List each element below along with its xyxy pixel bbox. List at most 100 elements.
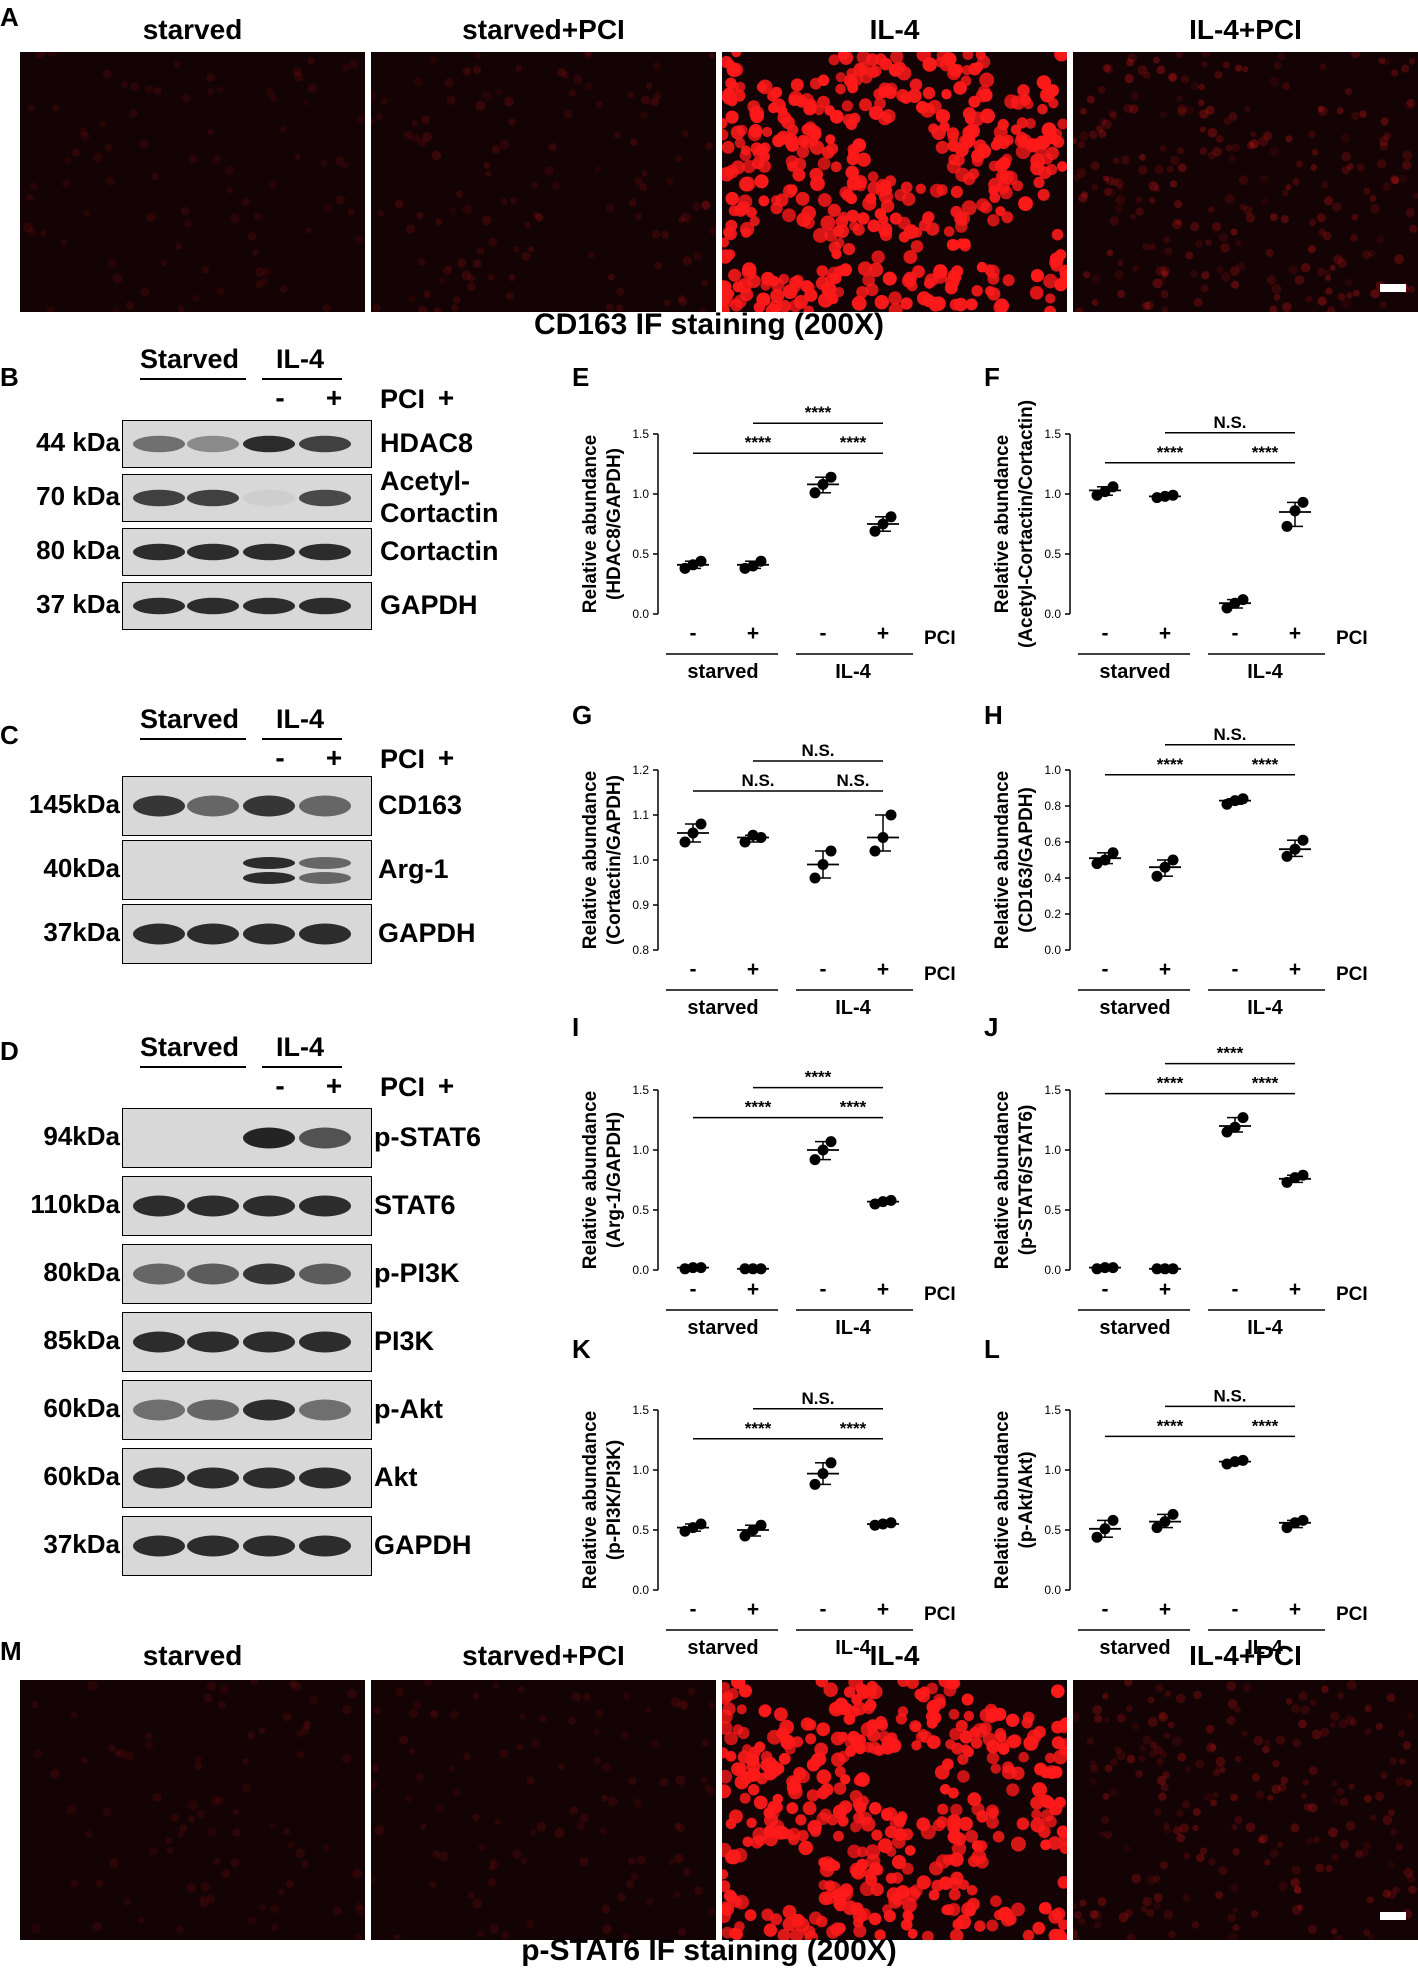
cell-signal [945,1739,956,1750]
cell-signal [882,271,897,286]
cell-signal [1207,151,1216,160]
cell-signal [728,205,740,217]
cell-signal [1177,163,1187,173]
cell-signal [850,1821,862,1833]
cell-signal [840,1774,851,1785]
x-sign-label: - [1102,622,1109,645]
cell-signal [307,56,316,65]
cell-signal [928,1711,942,1725]
data-point [825,1457,837,1469]
blot-B-membrane-1 [122,474,372,522]
panel-letter-d: D [0,1036,19,1066]
cell-signal [1173,1826,1182,1835]
cell-signal [1153,1875,1161,1883]
cell-signal [429,1881,437,1888]
cell-signal [783,1829,795,1840]
cell-signal [1199,109,1209,119]
band [133,1399,185,1421]
cell-signal [1285,184,1292,191]
blot-B-mw-0: 44 kDa [36,427,120,457]
cell-signal [1163,1909,1174,1920]
cell-signal [81,1757,88,1764]
cell-signal [1329,264,1336,271]
cell-signal [922,211,935,224]
cell-signal [831,248,842,260]
cell-signal [762,126,773,138]
x-sign-label: + [747,1598,759,1621]
cell-signal [789,276,802,289]
cell-signal [726,62,741,77]
cell-signal [1073,1903,1078,1910]
blot-C-group-il4-line [262,738,342,740]
cell-signal [332,1906,342,1916]
cell-signal [80,131,90,141]
cell-signal [936,184,948,196]
cell-signal [529,1829,537,1836]
cell-signal [599,1827,607,1835]
band [299,543,351,561]
cell-signal [217,1700,226,1709]
cell-signal [260,277,268,286]
cell-signal [818,1891,833,1906]
cell-signal [1336,1787,1345,1796]
cell-signal [1262,1745,1270,1754]
cell-signal [554,1827,565,1838]
cell-signal [525,1920,535,1929]
cell-signal [862,273,876,287]
cell-signal [1324,269,1332,277]
cell-signal [636,1855,646,1865]
cell-signal [990,1763,1001,1774]
blot-B-lane-sign-2: - [385,382,395,413]
cell-signal [1199,126,1206,133]
cell-signal [881,1735,897,1751]
cell-signal [868,1912,882,1926]
group-label: starved [1099,1317,1170,1339]
x-sign-label: + [1289,1598,1301,1621]
cell-signal [1045,293,1056,304]
band [243,1127,295,1149]
cd163-if-fluorescence-1 [371,52,716,312]
cell-signal [423,290,431,299]
cell-signal [1094,1714,1103,1723]
cell-signal [1269,146,1280,157]
y-tick-label: 0.6 [1044,835,1061,849]
significance-label: N.S. [1213,1386,1246,1405]
cell-signal [633,1798,643,1808]
cell-signal [1052,1929,1067,1940]
cell-signal [242,1758,249,1765]
cell-signal [1348,1783,1355,1790]
cell-signal [851,295,867,311]
cell-signal [1158,1792,1167,1801]
band [243,872,295,884]
cell-signal [947,132,959,144]
cell-signal [827,203,841,217]
cell-signal [627,1776,637,1786]
blot-D-protein-6: GAPDH [374,1530,472,1560]
cell-signal [1404,1779,1413,1787]
cell-signal [1331,1797,1339,1804]
cell-signal [746,1817,757,1828]
cell-signal [993,134,1005,146]
data-point [1229,1456,1241,1468]
cell-signal [184,219,193,228]
cell-signal [288,1680,297,1689]
cell-signal [1352,289,1360,297]
cell-signal [926,1700,941,1715]
cell-signal [1125,1705,1133,1712]
cell-signal [728,81,740,93]
cell-signal [1137,65,1148,76]
data-point [1151,870,1163,882]
cell-signal [961,200,977,216]
data-point [695,818,707,830]
significance-label: **** [805,403,832,422]
y-tick-label: 0.0 [1044,943,1061,957]
cell-signal [1030,269,1044,283]
cell-signal [1367,1933,1375,1940]
pstat6-if-caption: p-STAT6 IF staining (200X) [521,1934,897,1967]
cell-signal [742,160,756,174]
cell-signal [950,65,962,77]
x-sign-label: - [690,1278,697,1301]
cell-signal [683,1867,692,1877]
cell-signal [280,126,287,133]
group-label: IL-4 [835,997,871,1019]
